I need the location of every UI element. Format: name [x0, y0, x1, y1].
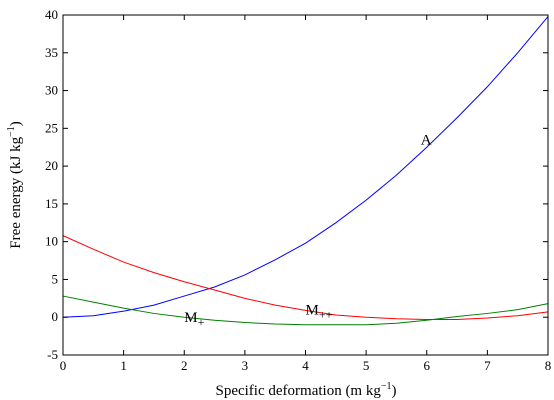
- y-tick-label: 15: [45, 196, 58, 211]
- x-tick-label: 3: [242, 358, 249, 373]
- y-axis-title: Free energy (kJ kg−1): [6, 121, 24, 248]
- y-tick-label: 35: [45, 45, 58, 60]
- series-line-0: [62, 16, 549, 318]
- y-tick-label: 0: [52, 309, 59, 324]
- annotations-layer: A M+ M++: [184, 133, 431, 330]
- y-tick-label: -5: [47, 347, 58, 362]
- x-axis-title-end: ): [392, 383, 397, 399]
- plot-area: [63, 15, 548, 355]
- y-tick-label: 40: [45, 7, 58, 22]
- y-axis-title-end: ): [8, 121, 24, 126]
- series-layer: [62, 16, 549, 326]
- y-tick-label: 20: [45, 158, 58, 173]
- curve-label-1: M+: [184, 310, 204, 329]
- x-tick-label: 1: [120, 358, 127, 373]
- y-axis-title-main: Free energy (kJ kg: [8, 136, 24, 248]
- y-tick-label: 5: [52, 271, 59, 286]
- x-tick-label: 4: [302, 358, 309, 373]
- x-tick-label: 2: [181, 358, 188, 373]
- x-axis-title-main: Specific deformation (m kg: [215, 383, 381, 399]
- y-tick-label: 10: [45, 234, 58, 249]
- y-axis-title-sup: −1: [6, 126, 17, 137]
- y-tick-label: 25: [45, 120, 58, 135]
- x-tick-label: 6: [424, 358, 431, 373]
- series-line-2: [62, 295, 549, 326]
- x-axis-title: Specific deformation (m kg−1): [215, 381, 396, 399]
- x-tick-label: 0: [60, 358, 67, 373]
- series-line-1: [62, 235, 549, 320]
- curve-label-0: A: [421, 133, 432, 149]
- x-tick-label: 8: [545, 358, 552, 373]
- curve-label-2: M++: [306, 303, 333, 322]
- x-tick-label: 5: [363, 358, 370, 373]
- y-tick-label: 30: [45, 83, 58, 98]
- plot-background: [63, 15, 548, 355]
- x-axis-title-sup: −1: [381, 381, 392, 392]
- x-tick-label: 7: [484, 358, 491, 373]
